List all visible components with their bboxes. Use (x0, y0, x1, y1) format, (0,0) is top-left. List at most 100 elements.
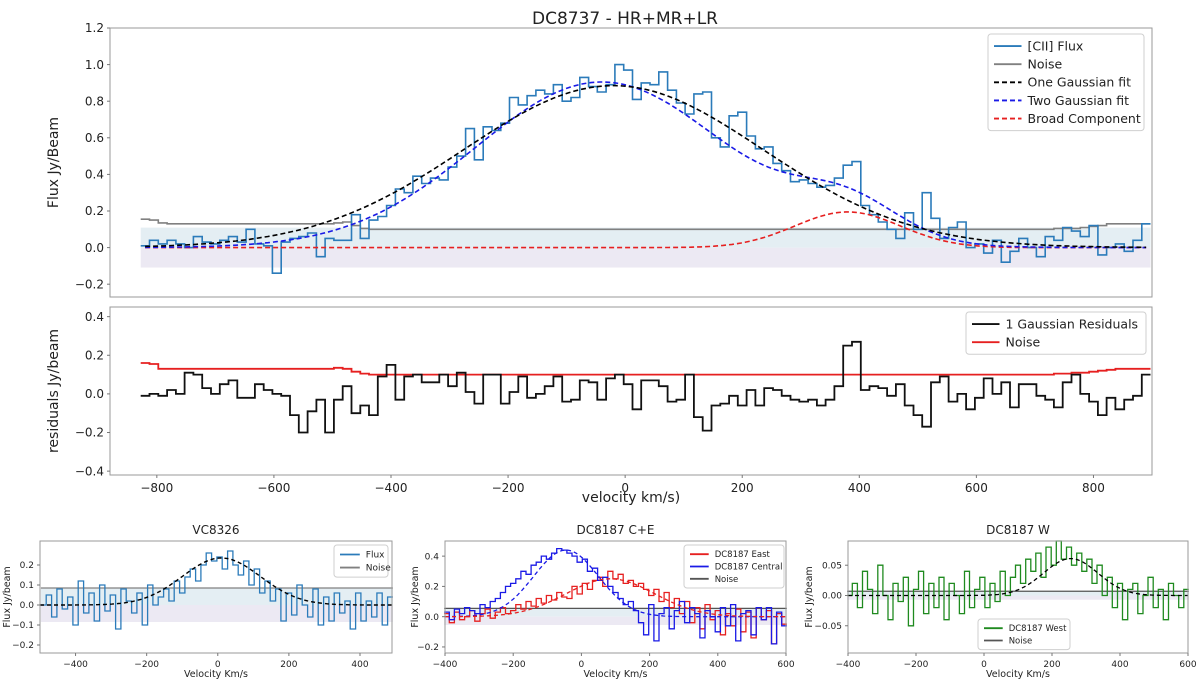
x-axis-label: Velocity Km/s (986, 669, 1050, 680)
y-tick-label: 1.2 (85, 21, 104, 35)
y-tick-label: 0.8 (85, 94, 104, 108)
x-tick-label: 0 (215, 660, 221, 670)
legend-entry: DC8187 Central (715, 562, 783, 572)
x-tick-label: 200 (641, 660, 658, 670)
chart-title: DC8187 C+E (577, 523, 655, 537)
y-tick-label: −0.4 (75, 464, 104, 478)
x-axis-label: Velocity Km/s (184, 669, 248, 680)
residuals-plot: −0.4 −0.2 0.0 0.2 0.4 −800 −600 −400 −200 0 200 400… (46, 306, 1153, 506)
legend-entry: Broad Component (1028, 111, 1141, 126)
main-noise-band-above (140, 227, 1151, 248)
y-tick-label: 0.00 (822, 592, 842, 602)
y-tick-label: −0.2 (75, 426, 104, 440)
y-tick-label: 0.2 (85, 348, 104, 362)
dc8187ce-noise-band-above (444, 608, 787, 617)
dc8187-central-fit-line (445, 549, 786, 618)
x-tick-label: 600 (965, 481, 988, 495)
legend-entry: [CII] Flux (1028, 38, 1084, 53)
x-tick-label: 800 (1082, 481, 1105, 495)
y-axis-label: Flux Jy/Beam (46, 117, 62, 208)
vc8326-fit-line (40, 557, 392, 606)
dc8187w-fit-line (848, 557, 1188, 597)
legend-box (683, 544, 785, 589)
residual-series-line (140, 340, 1151, 434)
y-tick-label: 0.0 (85, 387, 104, 401)
x-tick-label: 200 (1043, 660, 1060, 670)
y-tick-label: −0.05 (814, 622, 842, 632)
legend-box (333, 544, 389, 578)
legend-entry: Noise (1006, 335, 1041, 350)
x-tick-label: 600 (1179, 660, 1196, 670)
y-tick-label: 0.2 (85, 204, 104, 218)
y-axis-label: residuals Jy/beam (46, 329, 62, 453)
x-tick-label: 0 (579, 660, 585, 670)
legend-entry: Noise (1009, 636, 1033, 646)
y-tick-label: 0.4 (85, 310, 104, 324)
x-tick-label: −200 (501, 660, 526, 670)
x-tick-label: −400 (433, 660, 458, 670)
x-tick-label: 600 (777, 660, 794, 670)
legend-box (977, 618, 1071, 651)
x-tick-label: −200 (904, 660, 929, 670)
noise-series-line (140, 218, 1151, 231)
legend-entry: DC8187 East (715, 550, 771, 560)
x-tick-label: −600 (257, 481, 290, 495)
residual-noise-line (140, 362, 1151, 376)
y-tick-label: 0.1 (20, 581, 34, 591)
broad-component-fit-line (145, 211, 1147, 249)
legend-box (965, 311, 1147, 355)
y-axis-label: Flux Jy/beam (804, 566, 815, 627)
dc8187-east-fit-line (445, 578, 786, 618)
axes-frame (444, 540, 787, 654)
x-tick-label: 200 (731, 481, 754, 495)
y-tick-label: −0.2 (417, 643, 439, 653)
one-gaussian-fit-line (145, 84, 1147, 249)
x-tick-label: 400 (351, 660, 368, 670)
y-axis-label: Flux Jy/beam (2, 566, 13, 627)
y-tick-label: 0.0 (425, 613, 440, 623)
axes-frame (39, 540, 393, 654)
legend-box (987, 33, 1145, 132)
main-flux-plot: −0.2 0.0 0.2 0.4 0.6 0.8 1.0 1.2 Flux Jy/Beam [CI… (46, 21, 1153, 298)
x-tick-label: 400 (848, 481, 871, 495)
chart-title: VC8326 (192, 523, 239, 537)
legend-entry: Noise (366, 564, 391, 574)
legend-entry: Noise (715, 575, 739, 585)
x-axis-label: velocity km/s) (582, 490, 680, 506)
y-tick-label: −0.2 (75, 277, 104, 291)
legend-entry: 1 Gaussian Residuals (1006, 316, 1139, 331)
axes-frame (109, 27, 1153, 298)
y-tick-label: 0.2 (20, 561, 34, 571)
x-tick-label: 200 (280, 660, 297, 670)
y-tick-label: 0.0 (85, 241, 104, 255)
legend-entry: Two Gaussian fit (1027, 93, 1130, 108)
vc8326-plot: −0.2 −0.1 0.0 0.1 0.2 −400 −200 0 200 400 Flux Jy/… (2, 523, 393, 680)
dc8187-central-line (444, 547, 787, 645)
axes-frame (847, 540, 1189, 654)
x-tick-label: −200 (492, 481, 525, 495)
y-tick-label: 0.6 (85, 131, 104, 145)
dc8187ce-noise-band-below (444, 616, 787, 625)
x-tick-label: −400 (375, 481, 408, 495)
y-tick-label: 0.05 (822, 561, 842, 571)
dc8187-west-line (847, 540, 1189, 627)
y-tick-label: −0.2 (12, 641, 34, 651)
y-tick-label: 1.0 (85, 58, 104, 72)
legend-entry: DC8187 West (1009, 624, 1067, 634)
vc8326-noise-band-below (40, 605, 393, 622)
dc8187w-noise-band-above (847, 591, 1189, 596)
dc8187-w-plot: −0.05 0.00 0.05 −400 −200 0 200 400 600 Flux Jy/b… (804, 523, 1197, 680)
dc8187w-noise-band-below (847, 595, 1189, 600)
vc8326-flux-line (40, 550, 393, 630)
legend-entry: Noise (1028, 57, 1063, 72)
y-tick-label: 0.4 (425, 552, 440, 562)
x-tick-label: −400 (836, 660, 861, 670)
y-tick-label: 0.2 (425, 583, 439, 593)
main-chart-title: DC8737 - HR+MR+LR (532, 9, 718, 29)
chart-title: DC8187 W (986, 523, 1050, 537)
x-tick-label: −400 (63, 660, 88, 670)
x-tick-label: −200 (134, 660, 159, 670)
y-tick-label: 0.4 (85, 168, 104, 182)
y-tick-label: −0.1 (12, 621, 34, 631)
